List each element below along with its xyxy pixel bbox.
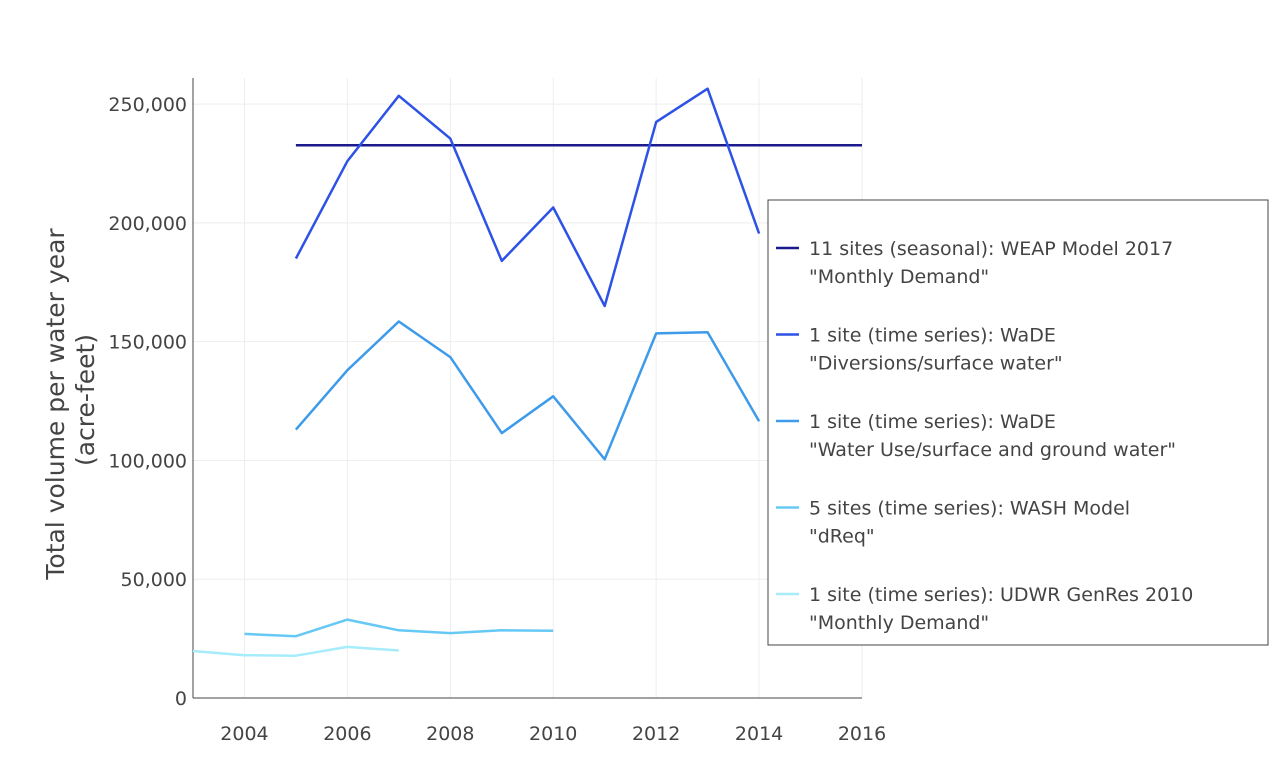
y-tick-labels: 0 50,000 100,000 150,000 200,000 250,000	[108, 94, 187, 710]
series-line-3	[294, 320, 761, 461]
grid	[193, 78, 863, 698]
series-line-2	[294, 87, 761, 308]
legend-label-line: 1 site (time series): WaDE	[809, 411, 1056, 433]
x-tick-label: 2010	[529, 723, 577, 745]
legend-label-5: 1 site (time series): UDWR GenRes 2010 "M…	[809, 584, 1193, 634]
series-line-5	[192, 645, 399, 657]
series-line-4	[244, 618, 554, 638]
legend-label-4: 5 sites (time series): WASH Model "dReq"	[809, 498, 1130, 548]
legend-label-2: 1 site (time series): WaDE "Diversions/su…	[809, 325, 1063, 375]
series-lines	[192, 87, 862, 657]
y-axis-label-line-1: Total volume per water year	[41, 228, 70, 581]
legend-label-line: "Water Use/surface and ground water"	[809, 439, 1176, 461]
legend-label-line: 1 site (time series): WaDE	[809, 325, 1056, 347]
legend-label-line: "Monthly Demand"	[809, 612, 989, 634]
axes	[192, 78, 862, 699]
x-tick-label: 2016	[838, 723, 886, 745]
legend-label-line: 11 sites (seasonal): WEAP Model 2017	[809, 238, 1173, 260]
legend-label-line: 5 sites (time series): WASH Model	[809, 498, 1130, 520]
x-tick-label: 2012	[632, 723, 680, 745]
legend-label-line: "dReq"	[809, 526, 875, 548]
y-tick-label: 150,000	[108, 332, 187, 354]
y-tick-label: 100,000	[108, 450, 187, 472]
y-axis-label: Total volume per water year (acre-feet)	[41, 220, 100, 580]
legend-label-line: "Monthly Demand"	[809, 266, 989, 288]
x-tick-label: 2008	[426, 723, 474, 745]
legend-label-1: 11 sites (seasonal): WEAP Model 2017 "Mon…	[809, 238, 1173, 288]
y-tick-label: 200,000	[108, 213, 187, 235]
legend-label-line: 1 site (time series): UDWR GenRes 2010	[809, 584, 1193, 606]
y-tick-label: 250,000	[108, 94, 187, 116]
legend-label-line: "Diversions/surface water"	[809, 353, 1063, 375]
y-axis-label-line-2: (acre-feet)	[71, 334, 100, 466]
legend: 11 sites (seasonal): WEAP Model 2017 "Mon…	[767, 199, 1269, 646]
legend-label-3: 1 site (time series): WaDE "Water Use/sur…	[809, 411, 1176, 461]
y-tick-label: 0	[175, 688, 187, 710]
y-tick-label: 50,000	[121, 569, 187, 591]
x-tick-labels: 2004 2006 2008 2010 2012 2014 2016	[220, 723, 886, 745]
x-tick-label: 2006	[323, 723, 371, 745]
legend-box	[767, 199, 1269, 646]
x-tick-label: 2014	[735, 723, 783, 745]
x-tick-label: 2004	[220, 723, 268, 745]
